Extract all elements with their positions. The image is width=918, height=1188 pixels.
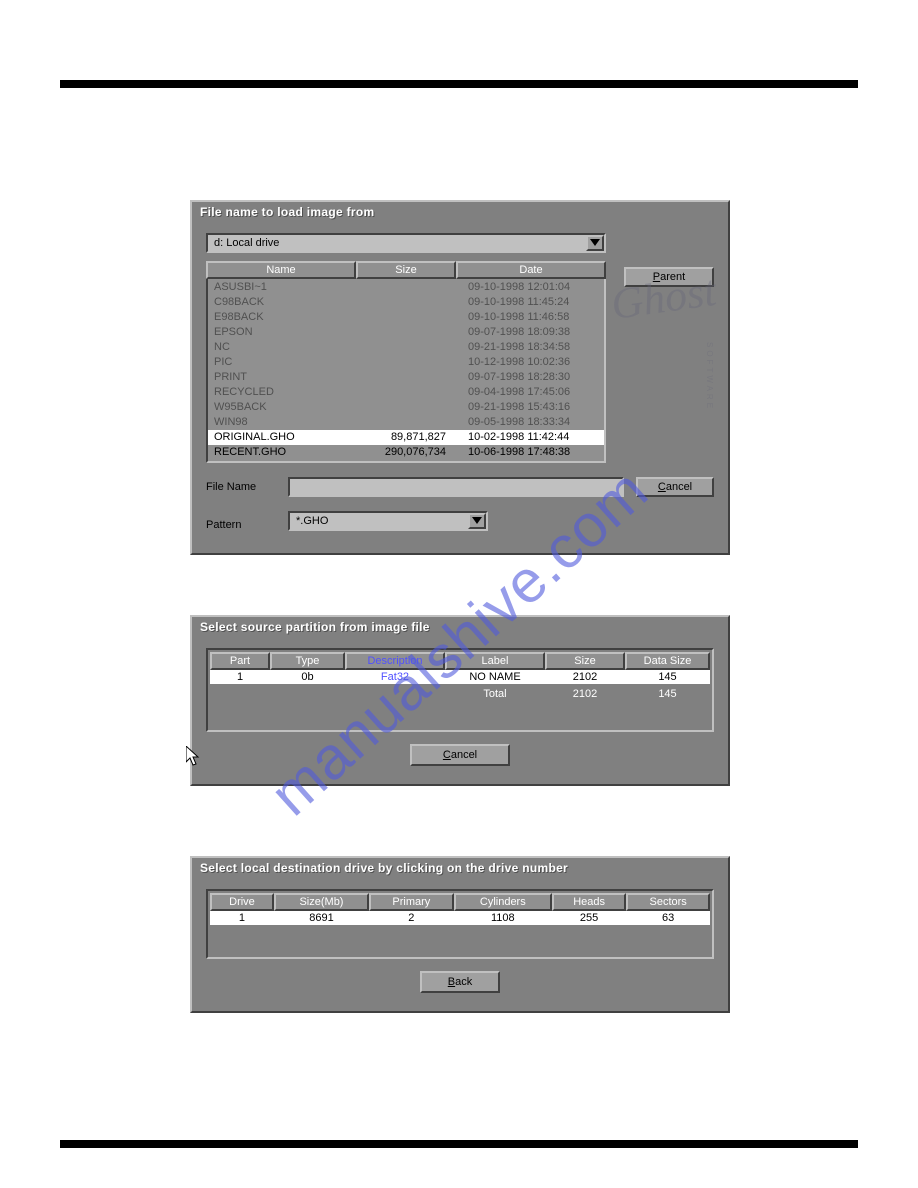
file-row[interactable]: W95BACK09-21-1998 15:43:16: [208, 400, 604, 415]
file-row[interactable]: NC09-21-1998 18:34:58: [208, 340, 604, 355]
file-list-header: Name Size Date: [206, 261, 606, 279]
file-row[interactable]: EPSON09-07-1998 18:09:38: [208, 325, 604, 340]
cancel-button[interactable]: Cancel: [636, 477, 714, 497]
file-row[interactable]: C98BACK09-10-1998 11:45:24: [208, 295, 604, 310]
file-row[interactable]: E98BACK09-10-1998 11:46:58: [208, 310, 604, 325]
file-row[interactable]: RECYCLED09-04-1998 17:45:06: [208, 385, 604, 400]
partition-row[interactable]: 1 0b Fat32 NO NAME 2102 145: [210, 670, 710, 684]
drive-table-wrap: Drive Size(Mb) Primary Cylinders Heads S…: [206, 889, 714, 959]
file-row[interactable]: RECENT.GHO290,076,73410-06-1998 17:48:38: [208, 445, 604, 460]
drive-table-header: Drive Size(Mb) Primary Cylinders Heads S…: [210, 893, 710, 911]
drive-dialog: Select local destination drive by clicki…: [190, 856, 730, 1013]
filename-input[interactable]: [288, 477, 624, 497]
file-row-selected[interactable]: ORIGINAL.GHO89,871,82710-02-1998 11:42:4…: [208, 430, 604, 445]
drive-dialog-title: Select local destination drive by clicki…: [192, 858, 728, 879]
top-rule: [60, 80, 858, 88]
file-dialog: File name to load image from Ghost SOFTW…: [190, 200, 730, 555]
partition-dialog-title: Select source partition from image file: [192, 617, 728, 638]
pattern-label: Pattern: [206, 519, 276, 531]
file-dialog-title: File name to load image from: [192, 202, 728, 223]
partition-table-header: Part Type Description Label Size Data Si…: [210, 652, 710, 670]
bottom-rule: [60, 1140, 858, 1148]
parent-button[interactable]: Parent: [624, 267, 714, 287]
file-row[interactable]: PRINT09-07-1998 18:28:30: [208, 370, 604, 385]
chevron-down-icon[interactable]: [468, 513, 486, 529]
filename-label: File Name: [206, 481, 276, 493]
drive-dropdown-value: d: Local drive: [208, 235, 586, 251]
partition-table: Part Type Description Label Size Data Si…: [210, 652, 710, 728]
col-size: Size: [356, 261, 456, 279]
cursor-icon: [186, 746, 202, 770]
pattern-dropdown[interactable]: *.GHO: [288, 511, 488, 531]
partition-table-wrap: Part Type Description Label Size Data Si…: [206, 648, 714, 732]
file-row[interactable]: WIN9809-05-1998 18:33:34: [208, 415, 604, 430]
drive-table: Drive Size(Mb) Primary Cylinders Heads S…: [210, 893, 710, 955]
pattern-value: *.GHO: [290, 513, 468, 529]
cancel-button[interactable]: Cancel: [410, 744, 510, 766]
col-name: Name: [206, 261, 356, 279]
back-button[interactable]: Back: [420, 971, 500, 993]
drive-dropdown[interactable]: d: Local drive: [206, 233, 606, 253]
partition-total-row: Total 2102 145: [210, 684, 710, 704]
drive-row[interactable]: 1 8691 2 1108 255 63: [210, 911, 710, 925]
col-date: Date: [456, 261, 606, 279]
file-list[interactable]: ASUSBI~109-10-1998 12:01:04 C98BACK09-10…: [206, 279, 606, 463]
file-row[interactable]: ASUSBI~109-10-1998 12:01:04: [208, 280, 604, 295]
partition-dialog: Select source partition from image file …: [190, 615, 730, 786]
file-row[interactable]: PIC10-12-1998 10:02:36: [208, 355, 604, 370]
chevron-down-icon[interactable]: [586, 235, 604, 251]
